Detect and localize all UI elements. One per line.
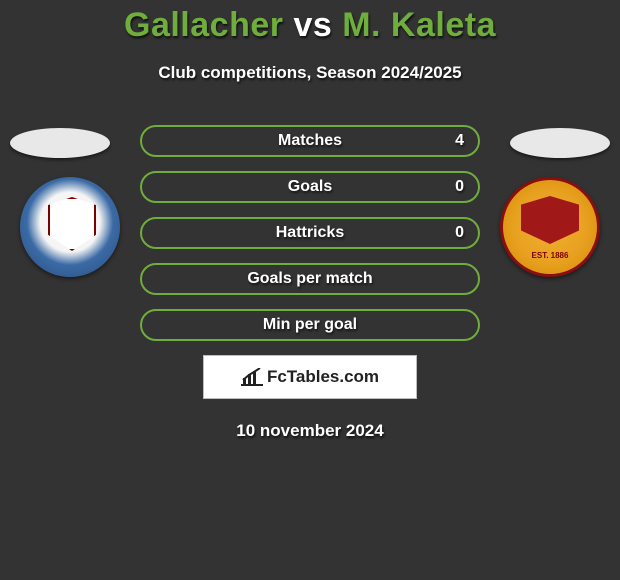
stat-value-right: 0 — [455, 219, 464, 247]
stat-row: Min per goal — [140, 309, 480, 341]
stat-label: Matches — [278, 132, 342, 149]
stat-label: Goals per match — [247, 270, 372, 287]
stats-list: Matches 4 Goals 0 Hattricks 0 Goals per match M… — [140, 125, 480, 341]
player2-photo-placeholder — [510, 128, 610, 158]
player1-photo-placeholder — [10, 128, 110, 158]
stat-value-right: 0 — [455, 173, 464, 201]
snapshot-date: 10 november 2024 — [0, 421, 620, 441]
vs-text: vs — [293, 6, 332, 44]
brand-text: FcTables.com — [267, 367, 379, 387]
player2-club-badge — [500, 177, 600, 277]
season-subtitle: Club competitions, Season 2024/2025 — [0, 63, 620, 83]
stat-label: Hattricks — [276, 224, 344, 241]
comparison-title: Gallacher vs M. Kaleta — [0, 0, 620, 45]
bar-chart-icon — [241, 368, 263, 386]
stat-row: Hattricks 0 — [140, 217, 480, 249]
stat-row: Matches 4 — [140, 125, 480, 157]
stat-value-right: 4 — [455, 127, 464, 155]
stat-label: Goals — [288, 178, 332, 195]
stat-label: Min per goal — [263, 316, 357, 333]
comparison-body: Matches 4 Goals 0 Hattricks 0 Goals per match M… — [0, 125, 620, 441]
player2-name: M. Kaleta — [342, 6, 496, 44]
stat-row: Goals per match — [140, 263, 480, 295]
brand-watermark: FcTables.com — [203, 355, 417, 399]
stat-row: Goals 0 — [140, 171, 480, 203]
player1-name: Gallacher — [124, 6, 283, 44]
player1-club-badge — [20, 177, 120, 277]
